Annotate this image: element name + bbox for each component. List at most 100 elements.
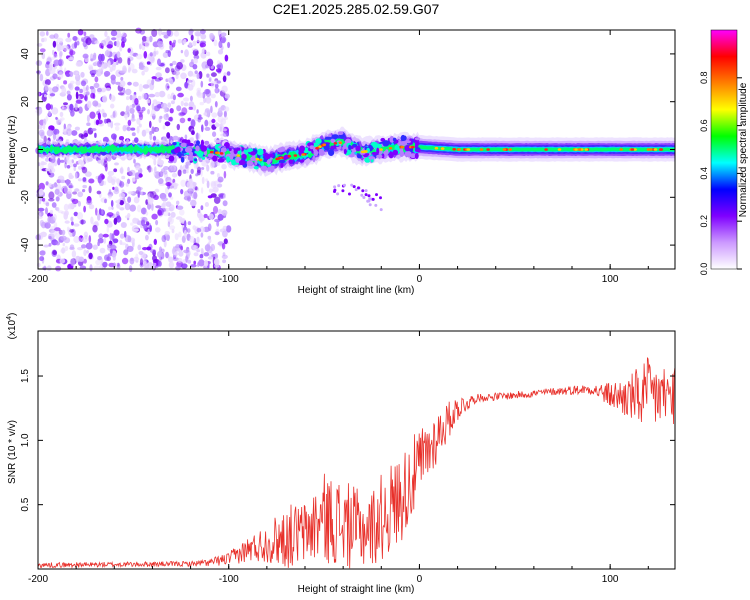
spectrogram-noise-cell [141,45,146,51]
spectrogram-noise-cell [82,177,87,182]
spectrogram-noise-cell [113,229,120,236]
colorbar-tick-label: 0.8 [699,72,709,85]
spectrogram-noise-cell [169,225,176,230]
spectrogram-noise-cell [43,265,47,271]
spectrogram-noise-cell [161,235,167,243]
spectrogram-noise-cell [217,176,224,183]
spectrogram-noise-cell [112,238,119,244]
spectrogram-noise-cell [184,134,188,140]
spectrogram-peak-cell [388,147,393,150]
spectrogram-noise-cell [84,95,87,101]
spectrogram-noise-cell [207,235,212,240]
spectrogram-noise-cell [187,221,192,226]
colorbar-label: Normalized spectral amplitude [738,82,749,217]
spectrogram-peak-cell [434,146,439,150]
spectrogram-noise-cell [124,111,129,115]
spectrogram-noise-cell [45,115,49,122]
spectrogram-noise-cell [193,252,199,257]
spectrogram-noise-cell [61,247,65,254]
spectrogram-signal-cell [299,145,305,152]
spectrogram-noise-cell [201,124,204,133]
spectrogram-x-ticks: -200 -100 0 100 [28,30,649,285]
spectrogram-noise-cell [145,128,150,134]
snr-y-tick-label: 1.0 [20,433,31,447]
spectrogram-noise-cell [163,136,168,141]
spectrogram-noise-cell [141,216,148,223]
spectrogram-noise-cell [172,135,179,141]
spectrogram-noise-cell [129,204,136,212]
spectrogram-noise-cell [167,50,171,58]
spectrogram-echo-cell [333,188,337,192]
spectrogram-noise-cell [206,58,214,67]
spectrogram-noise-cell [175,86,182,92]
spectrogram-noise-cell [199,254,204,259]
spectrogram-noise-cell [208,238,212,243]
spectrogram-noise-cell [147,196,154,205]
spectrogram-signal-cell [376,154,383,158]
spectrogram-noise-cell [137,95,142,100]
spectrogram-noise-cell [97,112,101,121]
spectrogram-signal-cell [405,140,411,144]
spectrogram-noise-cell [72,36,78,41]
spectrogram-noise-cell [71,130,78,136]
spectrogram-noise-cell [100,87,107,93]
spectrogram-noise-cell [196,236,200,244]
spectrogram-noise-cell [114,122,121,126]
spectrogram-noise-cell [155,128,159,132]
spectrogram-noise-cell [99,247,106,254]
spectrogram-noise-cell [58,71,64,80]
spectrogram-noise-cell [126,126,131,132]
spectrogram-noise-cell [127,81,132,86]
spectrogram-noise-cell [164,230,170,236]
spectrogram-noise-cell [162,52,169,58]
spectrogram-noise-cell [196,92,204,98]
spectrogram-noise-cell [109,248,113,254]
spectrogram-noise-cell [153,158,157,166]
spectrogram-noise-cell [161,31,168,36]
spectrogram-noise-cell [171,173,178,178]
spectrogram-noise-cell [205,96,212,104]
spectrogram-noise-cell [170,164,177,172]
spectrogram-noise-cell [139,43,142,50]
spectrogram-noise-cell [82,53,89,59]
spectrogram-noise-cell [82,189,86,193]
spectrogram-noise-cell [118,80,126,88]
spectrogram-noise-cell [157,251,163,258]
spectrogram-noise-cell [126,245,134,252]
spectrogram-echo-cell [374,203,378,207]
spectrogram-noise-cell [138,83,143,92]
spectrogram-noise-cell [83,130,88,138]
spectrogram-noise-cell [110,74,116,81]
spectrogram-noise-cell [66,165,71,169]
spectrogram-noise-cell [163,240,167,248]
spectrogram-noise-cell [219,33,222,42]
spectrogram-noise-cell [204,88,211,95]
spectrogram-noise-cell [169,40,172,46]
spectrogram-peak-cell [315,147,319,150]
spectrogram-noise-cell [88,252,93,260]
spectrogram-noise-cell [50,104,53,110]
spectrogram-noise-cell [124,215,130,219]
spectrogram-noise-cell [151,213,158,220]
spectrogram-noise-cell [197,116,203,120]
spectrogram-signal-cell [309,145,314,150]
spectrogram-noise-cell [78,133,84,138]
spectrogram-noise-cell [91,73,95,78]
spectrogram-noise-cell [158,76,164,81]
spectrogram-noise-cell [208,188,214,193]
spectrogram-noise-cell [138,123,142,128]
spectrogram-signal-cell [269,165,274,173]
spectrogram-noise-cell [39,219,45,227]
spectrogram-noise-cell [217,208,222,215]
spectrogram-signal-cell [344,138,352,145]
spectrogram-noise-cell [52,250,57,256]
spectrogram-signal-cell [187,155,194,161]
spectrogram-noise-cell [43,135,47,144]
spectrogram-peak-cell [287,154,292,158]
spectrogram-noise-cell [168,261,175,269]
spectrogram-noise-cell [102,261,108,268]
spectrogram-noise-cell [107,122,111,127]
spectrogram-noise-cell [149,191,157,199]
spectrogram-x-axis-label: Height of straight line (km) [298,285,415,296]
snr-series-line [37,357,676,569]
